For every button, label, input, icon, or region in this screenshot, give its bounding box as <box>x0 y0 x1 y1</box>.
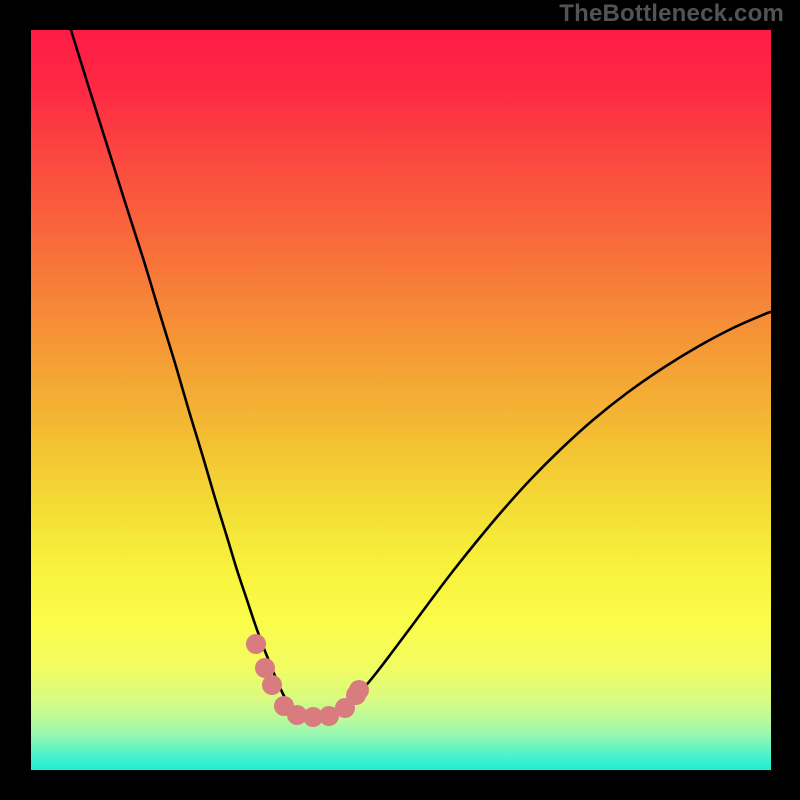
curve-left <box>71 30 293 711</box>
marker-dot <box>262 675 282 695</box>
markers-group <box>246 634 369 727</box>
watermark-text: TheBottleneck.com <box>559 0 784 28</box>
marker-dot <box>349 680 369 700</box>
plot-area <box>31 30 771 770</box>
figure-canvas: TheBottleneck.com <box>0 0 800 800</box>
marker-dot <box>246 634 266 654</box>
curve-layer <box>31 30 771 770</box>
curve-right <box>341 312 771 711</box>
